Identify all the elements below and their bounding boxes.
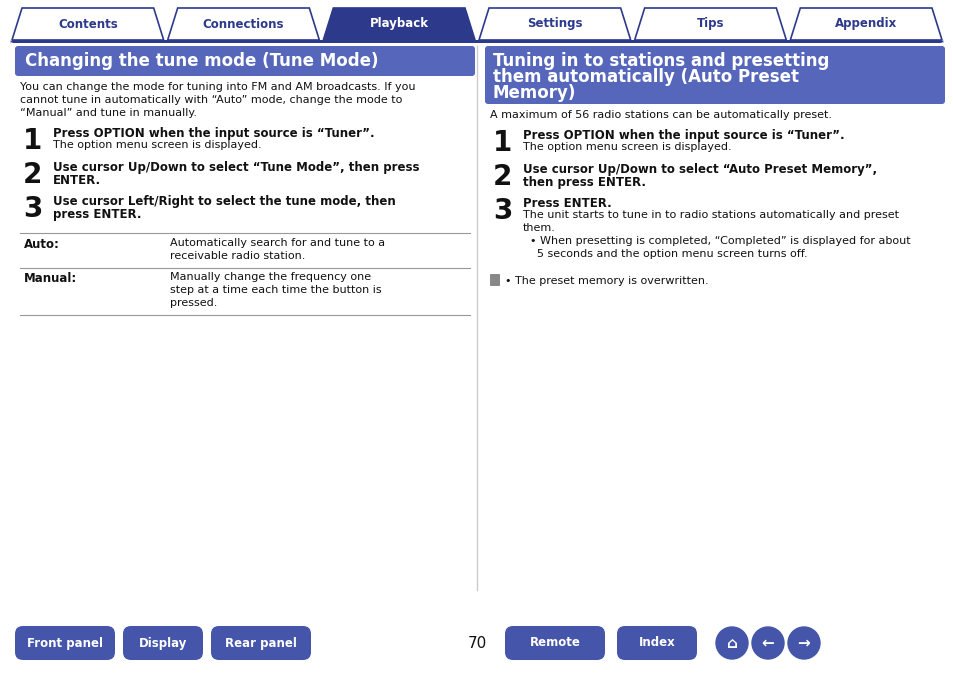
Text: 5 seconds and the option menu screen turns off.: 5 seconds and the option menu screen tur… [522,249,807,259]
Text: cannot tune in automatically with “Auto” mode, change the mode to: cannot tune in automatically with “Auto”… [20,95,402,105]
Text: Use cursor Left/Right to select the tune mode, then: Use cursor Left/Right to select the tune… [53,195,395,208]
Text: Remote: Remote [529,637,579,649]
Text: Contents: Contents [58,17,117,30]
Text: 2: 2 [23,161,42,189]
FancyBboxPatch shape [504,626,604,660]
FancyBboxPatch shape [484,46,944,104]
Polygon shape [12,8,164,40]
Text: Playback: Playback [369,17,428,30]
Text: 70: 70 [467,635,486,651]
Text: 1: 1 [493,129,512,157]
Text: 2: 2 [493,163,512,191]
Text: Index: Index [638,637,675,649]
Text: • The preset memory is overwritten.: • The preset memory is overwritten. [504,276,708,286]
Text: Tips: Tips [696,17,723,30]
Text: • When presetting is completed, “Completed” is displayed for about: • When presetting is completed, “Complet… [522,236,910,246]
Circle shape [716,627,747,659]
Text: ←: ← [760,635,774,651]
Text: Settings: Settings [526,17,582,30]
Text: Use cursor Up/Down to select “Tune Mode”, then press: Use cursor Up/Down to select “Tune Mode”… [53,161,419,174]
Text: 1: 1 [23,127,42,155]
Text: The option menu screen is displayed.: The option menu screen is displayed. [522,142,731,152]
Text: step at a time each time the button is: step at a time each time the button is [170,285,381,295]
Text: 3: 3 [493,197,512,225]
Text: The option menu screen is displayed.: The option menu screen is displayed. [53,140,261,150]
Circle shape [751,627,783,659]
Text: Changing the tune mode (Tune Mode): Changing the tune mode (Tune Mode) [25,52,378,70]
Text: Front panel: Front panel [27,637,103,649]
FancyBboxPatch shape [490,274,499,286]
Text: 3: 3 [23,195,42,223]
Text: ⌂: ⌂ [726,635,737,651]
Polygon shape [478,8,630,40]
Polygon shape [634,8,785,40]
Text: Tuning in to stations and presetting: Tuning in to stations and presetting [493,52,828,70]
Polygon shape [168,8,319,40]
Text: Press OPTION when the input source is “Tuner”.: Press OPTION when the input source is “T… [53,127,375,140]
Text: “Manual” and tune in manually.: “Manual” and tune in manually. [20,108,196,118]
Text: You can change the mode for tuning into FM and AM broadcasts. If you: You can change the mode for tuning into … [20,82,416,92]
Text: →: → [797,635,809,651]
FancyBboxPatch shape [15,626,115,660]
Text: Press OPTION when the input source is “Tuner”.: Press OPTION when the input source is “T… [522,129,843,142]
Text: Press ENTER.: Press ENTER. [522,197,611,210]
Text: pressed.: pressed. [170,298,217,308]
Text: Use cursor Up/Down to select “Auto Preset Memory”,: Use cursor Up/Down to select “Auto Prese… [522,163,876,176]
FancyBboxPatch shape [15,46,475,76]
Text: Display: Display [139,637,187,649]
Text: Auto:: Auto: [24,238,60,251]
Text: them automatically (Auto Preset: them automatically (Auto Preset [493,68,799,86]
Text: Appendix: Appendix [834,17,897,30]
Text: Memory): Memory) [493,84,576,102]
FancyBboxPatch shape [10,39,943,44]
Text: Manual:: Manual: [24,272,77,285]
FancyBboxPatch shape [211,626,311,660]
Text: The unit starts to tune in to radio stations automatically and preset: The unit starts to tune in to radio stat… [522,210,898,220]
Text: then press ENTER.: then press ENTER. [522,176,645,189]
Text: Rear panel: Rear panel [225,637,296,649]
Text: them.: them. [522,223,556,233]
FancyBboxPatch shape [123,626,203,660]
Text: Automatically search for and tune to a: Automatically search for and tune to a [170,238,385,248]
FancyBboxPatch shape [617,626,697,660]
Text: A maximum of 56 radio stations can be automatically preset.: A maximum of 56 radio stations can be au… [490,110,831,120]
Polygon shape [789,8,941,40]
Text: ENTER.: ENTER. [53,174,101,187]
Text: receivable radio station.: receivable radio station. [170,251,305,261]
Text: Manually change the frequency one: Manually change the frequency one [170,272,371,282]
Polygon shape [323,8,475,40]
Text: press ENTER.: press ENTER. [53,208,141,221]
Circle shape [787,627,820,659]
Text: Connections: Connections [203,17,284,30]
